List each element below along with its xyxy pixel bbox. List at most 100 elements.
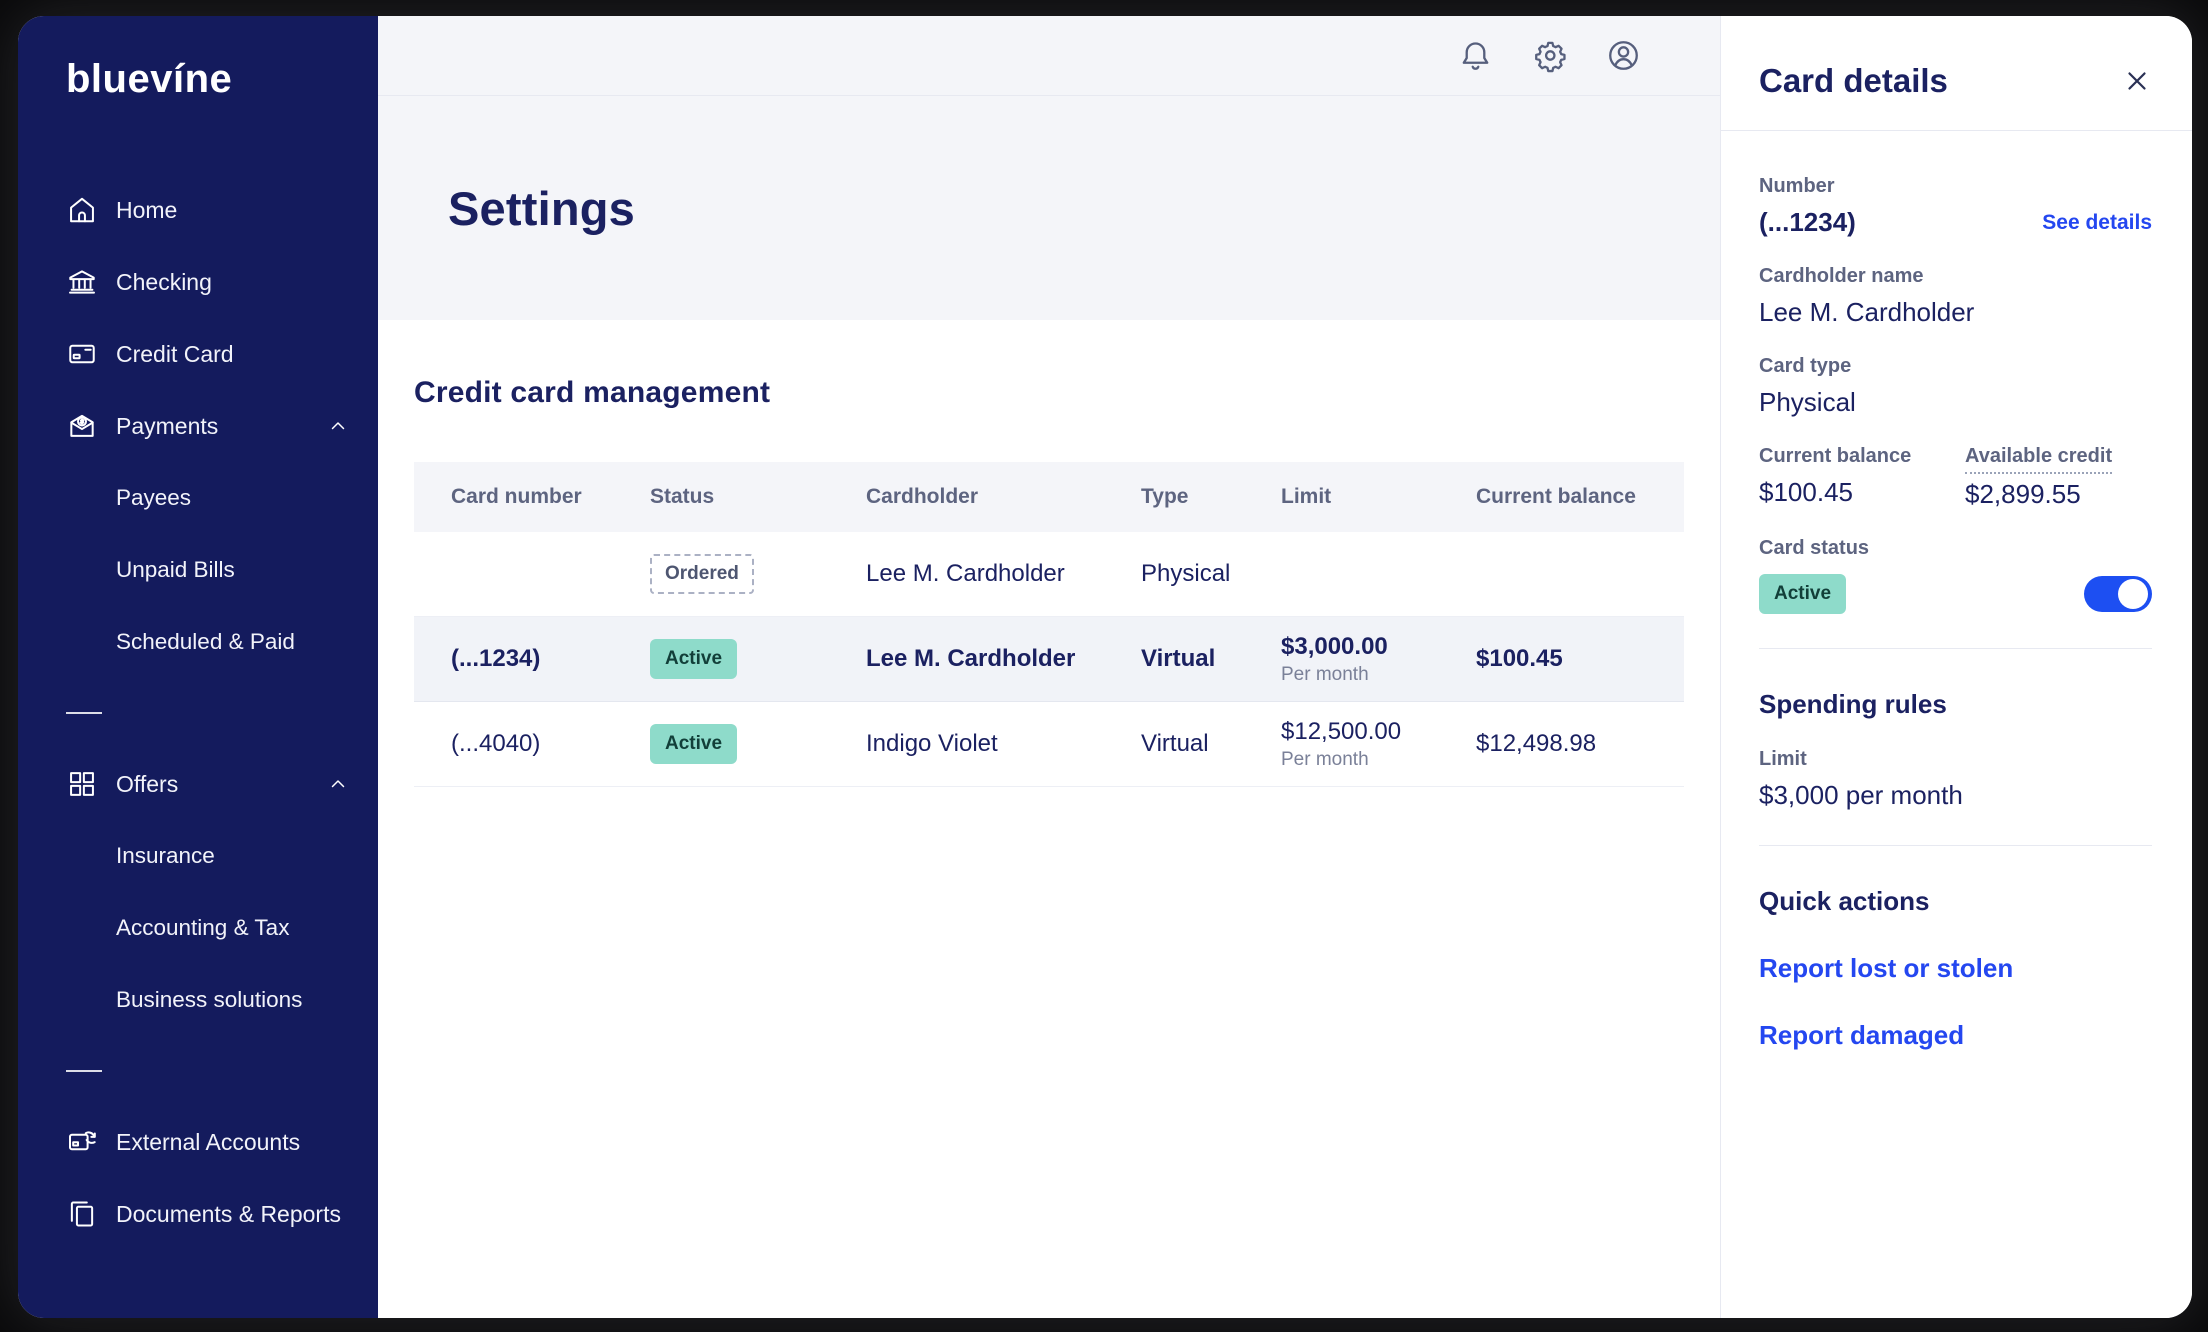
column-header-card-number: Card number xyxy=(451,485,582,508)
sidebar-item-credit-card[interactable]: Credit Card xyxy=(66,318,378,390)
quick-actions-section: Quick actions Report lost or stolen Repor… xyxy=(1759,886,2152,1051)
sidebar-item-label: Checking xyxy=(116,268,212,295)
status-badge: Ordered xyxy=(650,554,754,594)
sidebar-item-checking[interactable]: Checking xyxy=(66,246,378,318)
sidebar-item-offers[interactable]: Offers xyxy=(66,748,378,820)
external-accounts-icon xyxy=(66,1126,98,1158)
limit-label: Limit xyxy=(1759,748,1807,770)
toggle-knob xyxy=(2118,579,2148,609)
sidebar-item-documents-reports[interactable]: Documents & Reports xyxy=(66,1178,378,1250)
sidebar-item-payees[interactable]: Payees xyxy=(66,462,378,534)
cell-status: Active xyxy=(650,724,866,764)
cell-current-balance: $100.45 xyxy=(1476,645,1563,672)
sidebar-item-label: Payments xyxy=(116,412,219,439)
available-credit-label[interactable]: Available credit xyxy=(1965,445,2113,474)
chevron-up-icon[interactable] xyxy=(326,414,350,438)
sidebar-item-label: Offers xyxy=(116,770,179,797)
sidebar-item-label: Unpaid Bills xyxy=(116,557,235,582)
sidebar-item-label: Credit Card xyxy=(116,340,234,367)
cell-cardholder: Lee M. Cardholder xyxy=(866,560,1065,587)
card-type-label: Card type xyxy=(1759,355,1852,377)
table-row[interactable]: Ordered Lee M. Cardholder Physical xyxy=(414,532,1684,617)
settings-gear-icon[interactable] xyxy=(1531,37,1568,74)
limit-period: Per month xyxy=(1281,663,1369,685)
bluevine-logo: bluevíne xyxy=(66,57,233,101)
action-link-report-lost-or-stolen[interactable]: Report lost or stolen xyxy=(1759,953,2014,983)
panel-body: Number (...1234) See details Cardholder … xyxy=(1721,131,2192,1051)
sidebar-item-insurance[interactable]: Insurance xyxy=(66,820,378,892)
table-row[interactable]: (...1234) Active Lee M. Cardholder Virtual $… xyxy=(414,617,1684,702)
sidebar-item-label: Insurance xyxy=(116,843,215,868)
cardholder-name-label: Cardholder name xyxy=(1759,265,1924,287)
card-details-panel: Card details Number (...1234) See detail… xyxy=(1720,16,2192,1318)
see-details-link[interactable]: See details xyxy=(2042,210,2152,234)
panel-title: Card details xyxy=(1759,62,1948,99)
sidebar-item-scheduled-paid[interactable]: Scheduled & Paid xyxy=(66,606,378,678)
sidebar-item-label: Documents & Reports xyxy=(116,1200,341,1227)
credit-card-icon xyxy=(66,338,98,370)
current-balance-value: $100.45 xyxy=(1759,477,1853,507)
cell-limit: $3,000.00 Per month xyxy=(1281,633,1476,686)
status-badge: Active xyxy=(650,724,738,764)
cell-status: Ordered xyxy=(650,554,866,594)
divider xyxy=(1759,648,2152,649)
grid-icon xyxy=(66,768,98,800)
page-body: Credit card management Card number Status… xyxy=(378,320,1720,1318)
divider-line xyxy=(66,712,102,714)
app-window: bluevíne Home Checking Credit Card Payments… xyxy=(18,16,2192,1318)
limit-amount: $12,500.00 xyxy=(1281,717,1402,745)
column-header-type: Type xyxy=(1141,485,1189,508)
sidebar-item-payments[interactable]: Payments xyxy=(66,390,378,462)
column-header-status: Status xyxy=(650,485,715,508)
close-icon[interactable] xyxy=(2122,66,2152,96)
column-header-limit: Limit xyxy=(1281,485,1332,508)
notification-bell-icon[interactable] xyxy=(1457,37,1494,74)
home-icon xyxy=(66,194,98,226)
sidebar-item-business-solutions[interactable]: Business solutions xyxy=(66,964,378,1036)
page-title: Settings xyxy=(448,181,636,235)
cell-card-number: (...1234) xyxy=(451,645,541,672)
sidebar-item-external-accounts[interactable]: External Accounts xyxy=(66,1106,378,1178)
table-header-row: Card number Status Cardholder Type Limit Curr… xyxy=(414,462,1684,532)
status-badge: Active xyxy=(650,639,738,679)
cell-type: Virtual xyxy=(1141,730,1209,757)
quick-actions-title: Quick actions xyxy=(1759,886,1930,916)
cell-type: Physical xyxy=(1141,560,1231,587)
card-status-label: Card status xyxy=(1759,537,1870,559)
bank-icon xyxy=(66,266,98,298)
cell-type: Virtual xyxy=(1141,645,1216,672)
cell-cardholder: Lee M. Cardholder xyxy=(866,645,1076,672)
sidebar-item-accounting-tax[interactable]: Accounting & Tax xyxy=(66,892,378,964)
sidebar-divider xyxy=(66,678,378,748)
credit-card-table: Card number Status Cardholder Type Limit Curr… xyxy=(414,462,1684,787)
divider xyxy=(1759,845,2152,846)
column-header-current-balance: Current balance xyxy=(1476,485,1636,508)
profile-icon[interactable] xyxy=(1605,37,1642,74)
limit-value: $3,000 per month xyxy=(1759,780,1963,810)
limit-amount: $3,000.00 xyxy=(1281,632,1388,660)
sidebar-nav: Home Checking Credit Card Payments Payees Unp… xyxy=(66,174,378,1250)
table-row[interactable]: (...4040) Active Indigo Violet Virtual $12,5… xyxy=(414,702,1684,787)
topbar xyxy=(378,16,1720,96)
card-type-value: Physical xyxy=(1759,387,1856,417)
current-balance-label: Current balance xyxy=(1759,445,1912,467)
section-title: Credit card management xyxy=(414,376,771,409)
divider-line xyxy=(66,1070,102,1072)
sidebar-item-label: Home xyxy=(116,196,178,223)
payments-icon xyxy=(66,410,98,442)
cell-status: Active xyxy=(650,639,866,679)
sidebar-item-label: Business solutions xyxy=(116,987,303,1012)
card-status-toggle[interactable] xyxy=(2084,576,2152,612)
sidebar-item-unpaid-bills[interactable]: Unpaid Bills xyxy=(66,534,378,606)
action-link-report-damaged[interactable]: Report damaged xyxy=(1759,1020,1965,1050)
chevron-up-icon[interactable] xyxy=(326,772,350,796)
cardholder-name-value: Lee M. Cardholder xyxy=(1759,297,1975,327)
sidebar: bluevíne Home Checking Credit Card Payments… xyxy=(18,16,378,1318)
sidebar-item-home[interactable]: Home xyxy=(66,174,378,246)
cell-card-number: (...4040) xyxy=(451,730,541,757)
sidebar-item-label: Accounting & Tax xyxy=(116,915,290,940)
sidebar-item-label: External Accounts xyxy=(116,1128,301,1155)
sidebar-item-label: Payees xyxy=(116,485,192,510)
status-badge: Active xyxy=(1759,574,1847,614)
main-content: Settings Credit card management Card num… xyxy=(378,16,1720,1318)
